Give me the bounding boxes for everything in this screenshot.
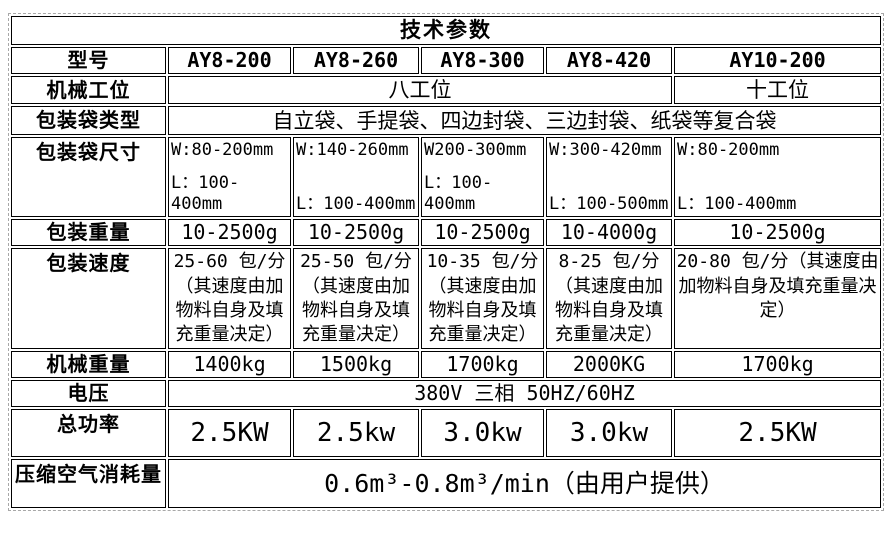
machine-weight-cell: 2000KG [546, 351, 672, 379]
pack-weight-cell: 10-2500g [674, 219, 882, 247]
power-cell: 3.0kw [421, 409, 544, 458]
bag-length-value: L：100-400mm [296, 193, 416, 214]
pack-speed-label: 包装速度 [11, 248, 166, 350]
air-row: 压缩空气消耗量 0.6m³-0.8m³/min（由用户提供） [11, 459, 882, 509]
header-row: 技术参数 [11, 16, 882, 45]
power-row: 总功率 2.5KW 2.5kw 3.0kw 3.0kw 2.5KW [11, 409, 882, 458]
model-cell: AY10-200 [674, 47, 882, 74]
pack-weight-cell: 10-2500g [293, 219, 419, 247]
machine-weight-row: 机械重量 1400kg 1500kg 1700kg 2000KG 1700kg [11, 351, 882, 379]
voltage-row: 电压 380V 三相 50HZ/60HZ [11, 380, 882, 408]
bag-type-row: 包装袋类型 自立袋、手提袋、四边封袋、三边封袋、纸袋等复合袋 [11, 106, 882, 136]
bag-length-value: L：100-500mm [549, 193, 669, 214]
machine-weight-cell: 1700kg [421, 351, 544, 379]
bag-length-value: L：100-400mm [424, 173, 493, 214]
bag-width-value: W:300-420mm [549, 140, 662, 161]
bag-size-cell: W:80-200mm L：100-400mm [674, 137, 882, 218]
model-cell: AY8-420 [546, 47, 672, 74]
model-row: 型号 AY8-200 AY8-260 AY8-300 AY8-420 AY10-… [11, 47, 882, 74]
bag-length-value: L：100-400mm [677, 193, 797, 214]
bag-width-value: W200-300mm [424, 140, 527, 161]
machine-weight-cell: 1700kg [674, 351, 882, 379]
bag-size-cell: W:300-420mm L：100-500mm [546, 137, 672, 218]
air-label: 压缩空气消耗量 [11, 459, 166, 509]
spec-table: 技术参数 型号 AY8-200 AY8-260 AY8-300 AY8-420 … [8, 13, 885, 512]
machine-weight-cell: 1500kg [293, 351, 419, 379]
station-row: 机械工位 八工位 十工位 [11, 76, 882, 105]
pack-weight-cell: 10-4000g [546, 219, 672, 247]
station-eight-value: 八工位 [168, 76, 672, 105]
bag-size-label: 包装袋尺寸 [11, 137, 166, 218]
bag-size-row: 包装袋尺寸 W:80-200mm L：100-400mm W:140-260mm… [11, 137, 882, 218]
model-label: 型号 [11, 47, 166, 74]
model-cell: AY8-260 [293, 47, 419, 74]
machine-weight-label: 机械重量 [11, 351, 166, 379]
pack-speed-cell: 25-50 包/分（其速度由加物料自身及填充重量决定） [293, 248, 419, 350]
machine-weight-cell: 1400kg [168, 351, 291, 379]
voltage-label: 电压 [11, 380, 166, 408]
power-cell: 2.5KW [674, 409, 882, 458]
pack-speed-cell: 10-35 包/分（其速度由加物料自身及填充重量决定） [421, 248, 544, 350]
table-title: 技术参数 [11, 16, 882, 45]
station-ten-value: 十工位 [674, 76, 882, 105]
power-label: 总功率 [11, 409, 166, 458]
air-value: 0.6m³-0.8m³/min（由用户提供） [168, 459, 882, 509]
bag-length-value: L：100-400mm [171, 173, 240, 214]
pack-speed-cell: 8-25 包/分（其速度由加物料自身及填充重量决定） [546, 248, 672, 350]
power-cell: 2.5kw [293, 409, 419, 458]
pack-speed-cell: 20-80 包/分（其速度由加物料自身及填充重量决定） [674, 248, 882, 350]
bag-width-value: W:80-200mm [677, 140, 780, 161]
pack-speed-cell: 25-60 包/分（其速度由加物料自身及填充重量决定） [168, 248, 291, 350]
power-cell: 2.5KW [168, 409, 291, 458]
station-label: 机械工位 [11, 76, 166, 105]
bag-type-label: 包装袋类型 [11, 106, 166, 136]
bag-size-cell: W200-300mm L：100-400mm [421, 137, 544, 218]
bag-width-value: W:140-260mm [296, 140, 409, 161]
voltage-value: 380V 三相 50HZ/60HZ [168, 380, 882, 408]
bag-size-cell: W:80-200mm L：100-400mm [168, 137, 291, 218]
pack-weight-label: 包装重量 [11, 219, 166, 247]
pack-weight-row: 包装重量 10-2500g 10-2500g 10-2500g 10-4000g… [11, 219, 882, 247]
bag-type-value: 自立袋、手提袋、四边封袋、三边封袋、纸袋等复合袋 [168, 106, 882, 136]
bag-size-cell: W:140-260mm L：100-400mm [293, 137, 419, 218]
pack-weight-cell: 10-2500g [168, 219, 291, 247]
pack-speed-row: 包装速度 25-60 包/分（其速度由加物料自身及填充重量决定） 25-50 包… [11, 248, 882, 350]
power-cell: 3.0kw [546, 409, 672, 458]
bag-width-value: W:80-200mm [171, 140, 274, 161]
model-cell: AY8-200 [168, 47, 291, 74]
model-cell: AY8-300 [421, 47, 544, 74]
pack-weight-cell: 10-2500g [421, 219, 544, 247]
